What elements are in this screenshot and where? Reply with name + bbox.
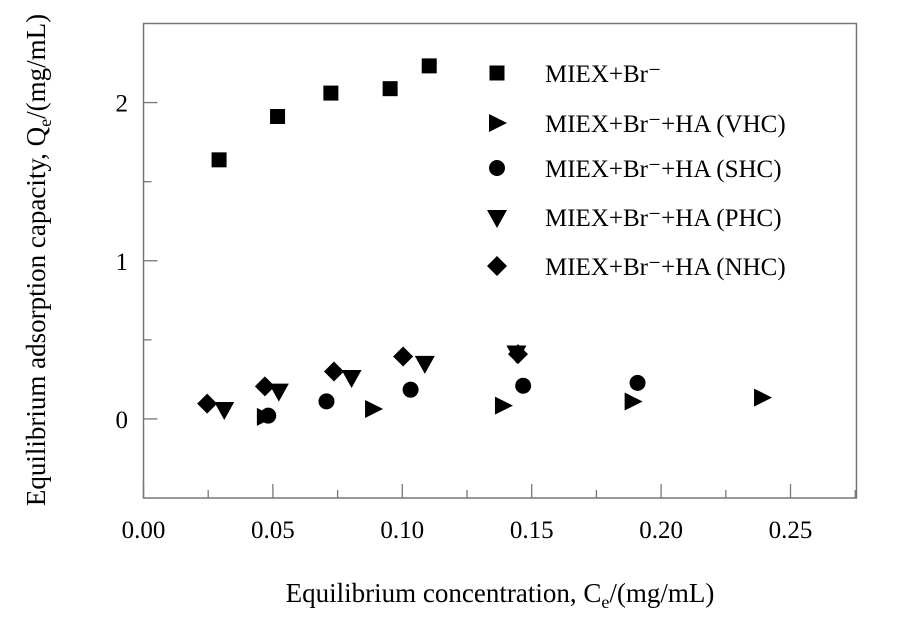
data-point [270, 109, 286, 125]
legend-marker [489, 65, 505, 81]
data-point [393, 346, 414, 367]
x-tick-label: 0.25 [769, 517, 813, 544]
legend-marker [489, 114, 507, 132]
data-point [414, 355, 435, 374]
data-point [624, 392, 643, 411]
x-tick-label: 0.15 [510, 517, 554, 544]
series-diamond [197, 344, 528, 414]
data-point [382, 81, 398, 97]
data-point [318, 393, 335, 410]
data-point [629, 374, 646, 391]
data-point [341, 370, 362, 389]
legend-marker [487, 256, 507, 276]
data-point [402, 381, 419, 398]
data-point [268, 383, 289, 402]
data-point [515, 377, 532, 394]
legend-label: MIEX+Br⁻ [545, 61, 661, 88]
legend-marker [489, 160, 505, 176]
y-tick-label: 1 [116, 249, 129, 276]
x-tick-label: 0.05 [251, 517, 295, 544]
data-point [494, 396, 513, 415]
x-axis-label: Equilibrium concentration, Ce/(mg/mL) [286, 578, 715, 612]
x-tick-label: 0.00 [122, 517, 166, 544]
legend-marker [487, 210, 507, 228]
legend-label: MIEX+Br⁻+HA (VHC) [545, 111, 786, 138]
data-point [507, 344, 528, 365]
data-point [323, 361, 344, 382]
data-point [754, 388, 773, 407]
data-point [211, 152, 227, 168]
series-triangle-right [256, 388, 773, 426]
data-point [323, 85, 339, 101]
data-point [260, 407, 277, 424]
y-tick-label: 0 [116, 407, 129, 434]
data-point [197, 393, 218, 414]
y-tick-label: 2 [116, 91, 129, 118]
x-tick-label: 0.10 [380, 517, 424, 544]
y-axis-label: Equilibrium adsorption capacity, Qe/(mg/… [21, 14, 55, 506]
series-circle [260, 374, 646, 424]
x-tick-label: 0.20 [639, 517, 683, 544]
series-square [211, 58, 437, 168]
data-point [365, 399, 384, 418]
data-point [421, 58, 437, 74]
legend-label: MIEX+Br⁻+HA (PHC) [545, 205, 782, 232]
legend-label: MIEX+Br⁻+HA (NHC) [545, 254, 786, 281]
data-point [254, 376, 275, 397]
legend-label: MIEX+Br⁻+HA (SHC) [545, 156, 782, 183]
data-point [214, 401, 235, 420]
